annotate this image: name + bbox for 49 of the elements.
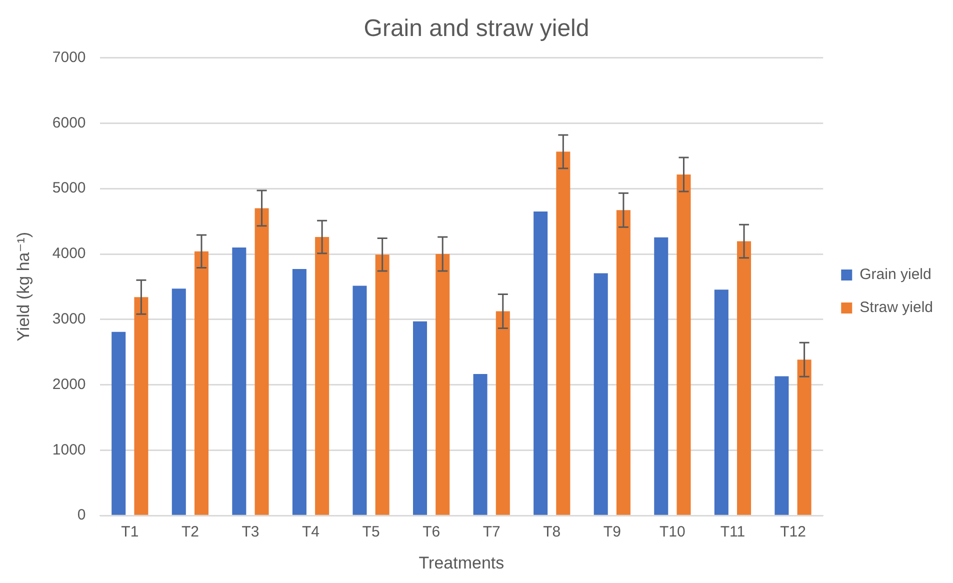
y-tick-label: 6000 <box>52 114 86 132</box>
bar <box>112 332 126 515</box>
y-tick-label: 2000 <box>52 376 86 393</box>
bar <box>714 290 728 515</box>
bar <box>676 174 691 515</box>
y-tick-label: 3000 <box>52 310 86 328</box>
y-tick-label: 1000 <box>52 441 86 458</box>
x-tick-label: T7 <box>482 524 500 541</box>
bar <box>436 254 450 515</box>
bar <box>254 208 269 515</box>
bar <box>172 288 186 515</box>
bar <box>616 210 630 515</box>
bar <box>774 376 789 515</box>
legend-label: Grain yield <box>860 266 932 284</box>
x-tick-label: T10 <box>660 524 686 541</box>
bar <box>737 241 752 515</box>
y-tick-label: 0 <box>77 506 86 524</box>
bar <box>375 254 390 515</box>
x-tick-label: T1 <box>121 524 139 541</box>
bar <box>134 297 148 515</box>
bar <box>352 286 367 515</box>
bar <box>534 211 548 515</box>
y-tick-label: 5000 <box>52 180 86 197</box>
bar <box>654 237 668 515</box>
y-tick-label: 4000 <box>52 245 86 262</box>
x-tick-label: T4 <box>302 524 320 541</box>
x-tick-label: T3 <box>242 524 260 541</box>
x-axis-title: Treatments <box>418 553 504 572</box>
bar <box>797 360 812 515</box>
bar <box>292 269 306 515</box>
bar <box>194 251 208 515</box>
bar <box>413 321 428 515</box>
bar <box>315 236 330 515</box>
x-tick-label: T8 <box>543 524 561 541</box>
x-tick-label: T5 <box>362 524 380 541</box>
bar <box>232 247 246 515</box>
legend-label: Straw yield <box>860 299 933 316</box>
x-tick-label: T2 <box>181 524 199 541</box>
chart-title: Grain and straw yield <box>364 15 590 42</box>
bar <box>473 374 488 515</box>
x-tick-label: T11 <box>720 524 746 541</box>
x-tick-label: T9 <box>603 524 621 541</box>
x-tick-label: T12 <box>780 524 806 541</box>
bar <box>556 152 570 515</box>
x-tick-label: T6 <box>422 524 440 541</box>
y-axis-title: Yield (kg ha⁻¹) <box>14 232 33 342</box>
bar <box>496 311 510 515</box>
bar <box>594 273 608 515</box>
y-tick-label: 7000 <box>52 48 86 66</box>
